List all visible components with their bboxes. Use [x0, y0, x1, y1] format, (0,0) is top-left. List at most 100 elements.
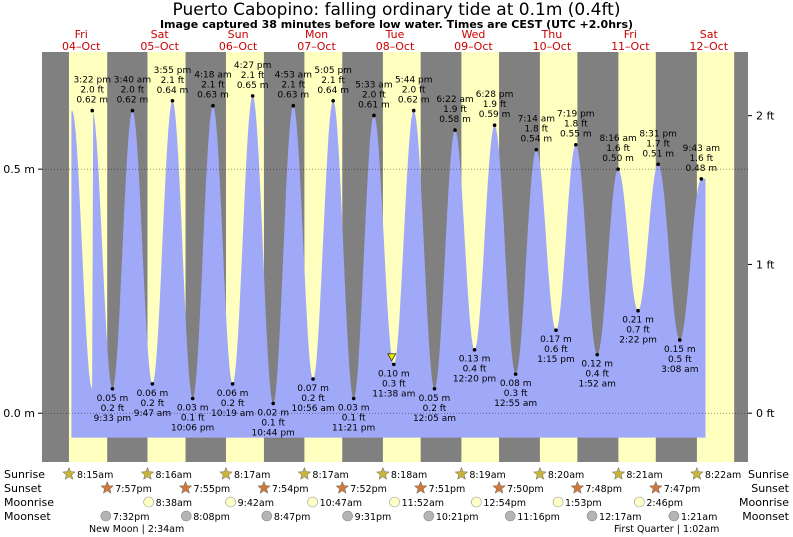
moonset-time: 1:21am	[681, 512, 717, 523]
tide-label: 9:43 am	[683, 144, 720, 154]
tide-label: 0.62 m	[117, 96, 149, 106]
tide-point	[574, 142, 578, 147]
tide-label: 0.03 m	[177, 404, 209, 414]
chart-title: Puerto Cabopino: falling ordinary tide a…	[172, 0, 621, 20]
gridlines	[42, 168, 748, 414]
tide-point	[699, 177, 704, 181]
tide-label: 2.1 ft	[201, 81, 225, 91]
tide-label: 10:19 am	[211, 409, 254, 419]
tide-label: 0.58 m	[439, 115, 471, 125]
tide-label: 0.59 m	[479, 110, 511, 120]
tide-label: 3:22 pm	[73, 76, 111, 86]
tide-point	[453, 128, 457, 132]
day-name-label: Fri	[624, 28, 637, 41]
tide-label: 0.7 ft	[626, 326, 650, 336]
tide-label: 0.10 m	[378, 369, 410, 379]
right-tick-label: 0 ft	[756, 407, 775, 420]
sunrise-time: 8:20am	[548, 470, 584, 481]
tide-label: 2.1 ft	[161, 76, 185, 86]
day-name-label: Mon	[305, 28, 328, 41]
moonset-icon	[586, 510, 598, 522]
moonrise-icon	[389, 496, 400, 508]
tide-label: 0.06 m	[137, 389, 169, 399]
left-tick-label: 0.5 m	[3, 163, 35, 176]
row-label-right: Sunrise	[748, 468, 789, 481]
tide-label: 0.64 m	[157, 86, 189, 96]
sunrise-star-icon	[533, 466, 547, 480]
tide-point	[190, 396, 195, 401]
tide-label: 0.63 m	[277, 91, 309, 101]
moonset-time: 12:17am	[599, 512, 641, 523]
sunset-star-icon	[413, 480, 428, 494]
tide-point	[432, 386, 437, 391]
tide-label: 0.6 ft	[544, 345, 568, 355]
tide-point	[392, 362, 396, 367]
tide-label: 1.6 ft	[606, 144, 630, 154]
tide-point	[211, 103, 215, 108]
tide-label: 10:56 am	[292, 404, 335, 414]
tide-label: 9:33 pm	[94, 414, 132, 424]
day-name-label: Sat	[151, 28, 170, 41]
row-label-left: Sunset	[4, 482, 42, 495]
tide-point	[250, 94, 255, 98]
tide-point	[492, 123, 497, 128]
day-date-label: 09–Oct	[454, 40, 493, 53]
tide-label: 8:31 pm	[639, 129, 677, 139]
tide-label: 0.3 ft	[504, 389, 528, 399]
tide-label: 0.3 ft	[382, 379, 406, 389]
tide-label: 9:47 am	[134, 409, 171, 419]
tide-point	[230, 382, 235, 386]
moon-phase-label: First Quarter | 1:02am	[614, 524, 719, 535]
moonset-icon	[261, 510, 273, 522]
tide-label: 0.55 m	[560, 130, 592, 140]
tide-label: 1.9 ft	[483, 100, 507, 110]
moonset-time: 8:47pm	[274, 512, 311, 523]
tide-label: 1:52 am	[579, 380, 616, 390]
tide-label: 11:38 am	[372, 389, 415, 399]
moonset-icon	[423, 510, 435, 522]
tide-point	[331, 99, 335, 103]
moonrise-time: 1:53pm	[565, 498, 602, 509]
moonrise-time: 8:38am	[156, 498, 192, 509]
sunrise-time: 8:17am	[234, 470, 270, 481]
tide-label: 0.51 m	[642, 149, 674, 159]
tide-label: 0.4 ft	[585, 370, 609, 380]
sunrise-time: 8:15am	[77, 470, 113, 481]
tide-label: 0.48 m	[685, 164, 717, 174]
day-name-label: Sun	[228, 28, 249, 41]
tide-label: 10:44 pm	[252, 428, 295, 438]
day-date-label: 11–Oct	[611, 40, 650, 53]
tide-label: 3:40 am	[114, 76, 151, 86]
day-date-label: 12–Oct	[690, 40, 729, 53]
tide-label: 0.21 m	[622, 316, 654, 326]
chart-subtitle: Image captured 38 minutes before low wat…	[159, 18, 634, 31]
tide-label: 2.1 ft	[321, 76, 345, 86]
tide-label: 4:27 pm	[234, 61, 272, 71]
day-date-label: 08–Oct	[376, 40, 415, 53]
moonrise-icon	[225, 496, 236, 508]
tide-label: 0.02 m	[257, 408, 289, 418]
tide-label: 0.2 ft	[221, 399, 245, 409]
sunset-star-icon	[492, 480, 506, 494]
day-date-label: 06–Oct	[219, 40, 258, 53]
tide-point	[311, 377, 315, 381]
sunset-time: 7:57pm	[115, 484, 152, 495]
right-tick-label: 2 ft	[756, 110, 775, 123]
sunset-time: 7:51pm	[429, 484, 466, 495]
moonset-time: 11:16pm	[517, 512, 560, 523]
tide-label: 0.05 m	[419, 394, 451, 404]
moonrise-time: 11:52am	[402, 498, 444, 509]
current-tide-marker-icon	[387, 353, 397, 362]
moonrise-icon	[143, 496, 154, 508]
tide-point	[351, 396, 356, 401]
tide-annotations: 3:22 pm2.0 ft0.62 m0.05 m0.2 ft9:33 pm3:…	[73, 61, 720, 438]
tide-label: 0.2 ft	[301, 394, 325, 404]
sunset-time: 7:48pm	[585, 484, 622, 495]
tide-area-path	[71, 96, 706, 438]
tide-label: 0.61 m	[358, 100, 390, 110]
tide-label: 12:20 pm	[453, 375, 496, 385]
tide-point	[170, 99, 175, 103]
sunset-time: 7:50pm	[507, 484, 544, 495]
moonset-icon	[342, 510, 353, 522]
moonrise-time: 12:54pm	[483, 498, 526, 509]
